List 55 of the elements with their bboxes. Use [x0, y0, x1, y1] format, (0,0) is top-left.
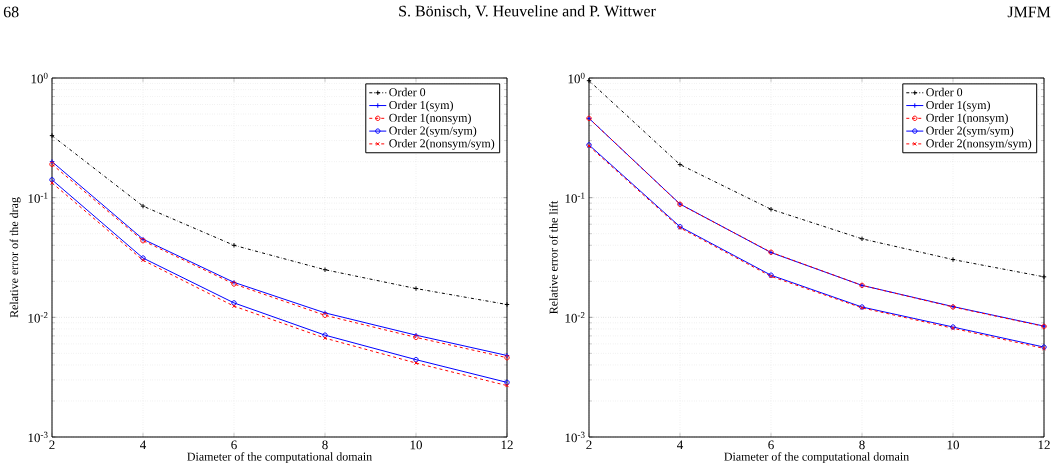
legend-label: Order 1(nonsym): [926, 113, 1008, 125]
y-tick-label: 10$^{-1}$: [28, 192, 48, 203]
y-tick-label: 10$^{0}$: [31, 72, 48, 84]
x-axis-title: Diameter of the computational domain: [724, 452, 909, 464]
text: JMFM: [1007, 6, 1051, 18]
point: [49, 132, 55, 139]
legend-label: Order 2(sym/sym): [389, 126, 477, 138]
y-tick-label: 10$^{-3}$: [565, 431, 585, 443]
y-tick-label: 10$^{-3}$: [28, 431, 48, 443]
legend-label: Order 1(nonsym): [389, 113, 471, 125]
x-tick-label: 6: [768, 440, 774, 450]
point: [950, 256, 956, 263]
point: [322, 267, 328, 273]
point: [504, 301, 510, 308]
legend-label: Order 0: [389, 87, 426, 97]
point: [504, 383, 510, 388]
y-tick-label: 10$^{-1}$: [565, 192, 585, 203]
point: [140, 203, 146, 209]
x-tick-label: 2: [49, 440, 55, 450]
point: [413, 356, 419, 363]
x-tick-label: 4: [677, 440, 684, 450]
point: [413, 285, 419, 292]
point: [586, 77, 592, 84]
x-tick-label: 10: [947, 440, 959, 450]
y-tick-label: 10$^{-2}$: [28, 312, 48, 323]
point: [859, 236, 865, 242]
point: [322, 336, 328, 341]
point: [768, 206, 774, 212]
point: [231, 304, 237, 309]
x-tick-label: 6: [231, 440, 237, 450]
point: [231, 300, 237, 306]
x-tick-label: 4: [140, 440, 147, 450]
x-tick-label: 8: [859, 440, 865, 450]
x-tick-label: 2: [586, 440, 592, 450]
text: 68: [3, 6, 19, 18]
point: [1041, 274, 1047, 280]
y-tick-label: 10$^{0}$: [568, 72, 585, 84]
text: S. Bönisch, V. Heuveline and P. Wittwer: [399, 5, 656, 19]
x-axis-title: Diameter of the computational domain: [187, 452, 372, 464]
y-tick-label: 10$^{-2}$: [565, 312, 585, 323]
legend-label: Order 1(sym): [926, 100, 990, 112]
point: [322, 332, 328, 338]
y-axis-title: Relative error of the drag: [9, 197, 21, 318]
x-tick-label: 8: [322, 440, 328, 450]
y-axis-title: Relative error of the lift: [549, 200, 558, 314]
x-tick-label: 12: [501, 440, 513, 450]
legend-label: Order 2(nonsym/sym): [389, 138, 495, 150]
legend-label: Order 0: [926, 87, 963, 97]
x-tick-label: 12: [1038, 440, 1050, 450]
point: [231, 242, 237, 248]
x-tick-label: 10: [410, 440, 422, 450]
legend-label: Order 2(nonsym/sym): [926, 138, 1032, 150]
point: [677, 161, 683, 168]
legend-label: Order 2(sym/sym): [926, 126, 1014, 138]
legend-label: Order 1(sym): [389, 100, 453, 112]
